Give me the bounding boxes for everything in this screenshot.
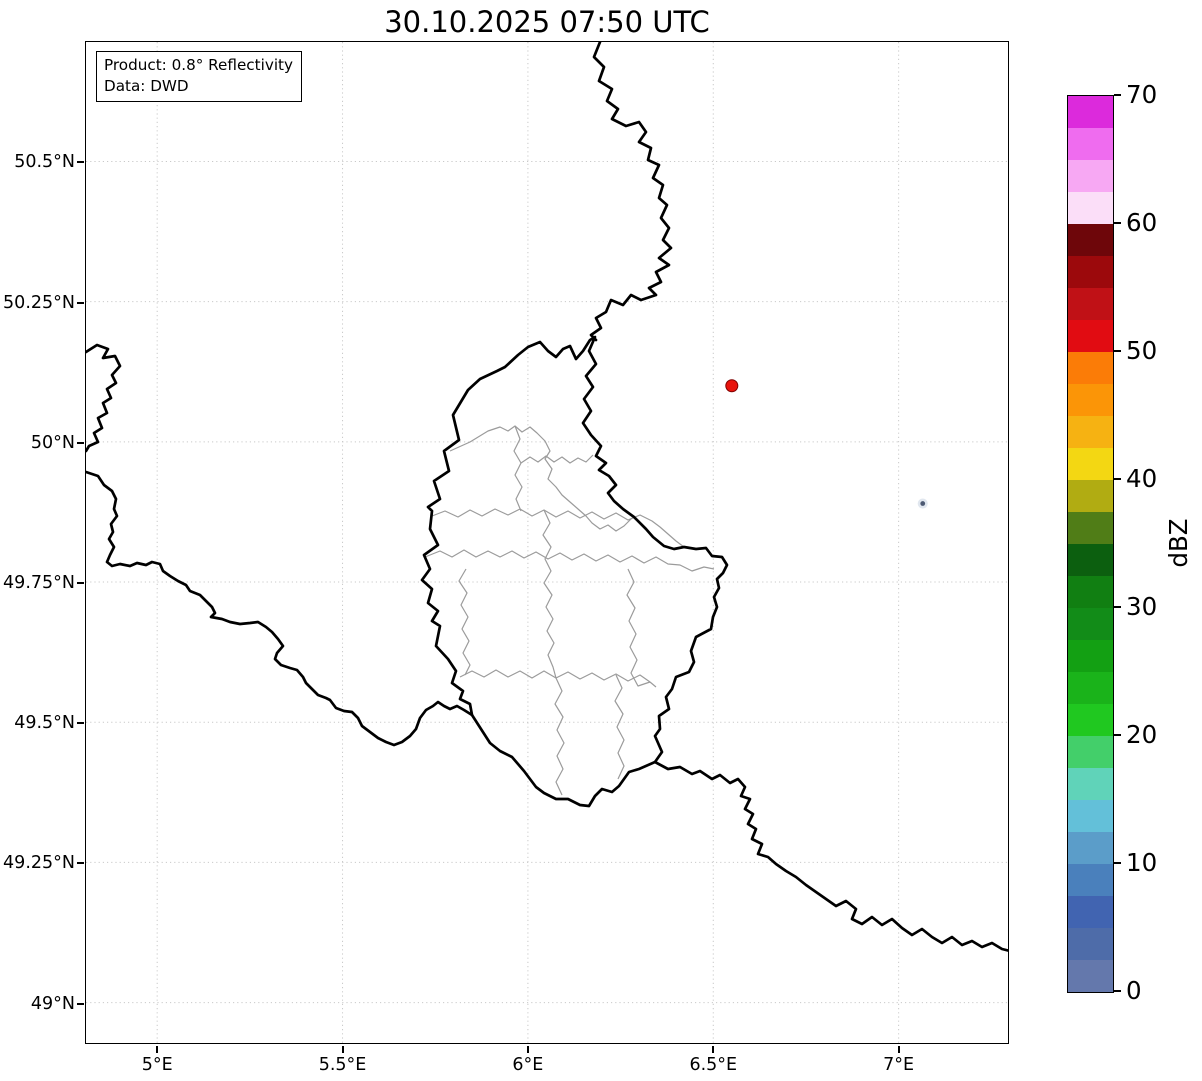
colorbar-segment <box>1068 480 1113 512</box>
y-tick-mark <box>77 722 84 725</box>
colorbar-tick-label: 40 <box>1126 464 1158 493</box>
colorbar-tick-label: 10 <box>1126 848 1158 877</box>
colorbar-segment <box>1068 768 1113 800</box>
colorbar-segment <box>1068 352 1113 384</box>
colorbar-tick-mark <box>1114 862 1121 864</box>
colorbar-tick-label: 0 <box>1126 976 1142 1005</box>
colorbar-tick-mark <box>1114 94 1121 96</box>
x-tick-mark <box>341 1046 344 1053</box>
colorbar-segment <box>1068 640 1113 672</box>
y-tick-mark <box>77 441 84 444</box>
colorbar-tick-mark <box>1114 478 1121 480</box>
x-tick-label: 5.5°E <box>318 1055 367 1075</box>
x-tick-label: 6°E <box>512 1055 544 1075</box>
colorbar-segment <box>1068 128 1113 160</box>
colorbar-segment <box>1068 736 1113 768</box>
graticule-gridlines <box>86 42 1008 1043</box>
x-tick-label: 6.5°E <box>689 1055 738 1075</box>
colorbar-tick-mark <box>1114 222 1121 224</box>
map-markers <box>725 379 928 509</box>
info-box-product-line: Product: 0.8° Reflectivity <box>104 56 293 74</box>
map-canvas <box>86 42 1008 1043</box>
colorbar-segment <box>1068 288 1113 320</box>
y-tick-mark <box>77 582 84 585</box>
colorbar-segment <box>1068 928 1113 960</box>
colorbar-segment <box>1068 608 1113 640</box>
y-tick-label: 49.5°N <box>14 713 75 734</box>
luxembourg-border <box>420 335 729 808</box>
colorbar-segment <box>1068 224 1113 256</box>
colorbar-tick-label: 70 <box>1126 80 1158 109</box>
colorbar-segment <box>1068 192 1113 224</box>
colorbar-segment <box>1068 864 1113 896</box>
luxembourg-canton-borders <box>424 425 715 796</box>
country-borders <box>86 42 1008 952</box>
colorbar-tick-label: 20 <box>1126 720 1158 749</box>
colorbar-segment <box>1068 800 1113 832</box>
x-tick-label: 7°E <box>883 1055 915 1075</box>
y-tick-mark <box>77 862 84 865</box>
figure-title: 30.10.2025 07:50 UTC <box>384 5 710 39</box>
x-tick-mark <box>156 1046 159 1053</box>
colorbar-segment <box>1068 320 1113 352</box>
colorbar-axis-label: dBZ <box>1164 518 1193 568</box>
colorbar-tick-label: 30 <box>1126 592 1158 621</box>
colorbar-segments <box>1068 96 1113 992</box>
colorbar-segment <box>1068 544 1113 576</box>
belgium-germany-border <box>589 42 673 342</box>
y-tick-mark <box>77 161 84 164</box>
radar-site-marker <box>725 379 739 393</box>
colorbar-segment <box>1068 672 1113 704</box>
y-tick-label: 50°N <box>30 432 75 453</box>
y-tick-mark <box>77 301 84 304</box>
radar-echo-pixel <box>920 501 926 506</box>
colorbar-tick-mark <box>1114 350 1121 352</box>
y-tick-label: 50.25°N <box>3 292 75 313</box>
france-belgium-border <box>86 470 474 747</box>
y-tick-label: 49.75°N <box>3 573 75 594</box>
x-tick-label: 5°E <box>141 1055 173 1075</box>
colorbar-segment <box>1068 512 1113 544</box>
colorbar-segment <box>1068 576 1113 608</box>
colorbar <box>1067 95 1114 993</box>
colorbar-segment <box>1068 96 1113 128</box>
colorbar-segment <box>1068 256 1113 288</box>
colorbar-tick-label: 60 <box>1126 208 1158 237</box>
colorbar-segment <box>1068 416 1113 448</box>
colorbar-tick-mark <box>1114 734 1121 736</box>
france-belgium-border-fragment <box>86 343 122 453</box>
colorbar-segment <box>1068 960 1113 992</box>
colorbar-segment <box>1068 896 1113 928</box>
france-germany-border <box>653 760 1008 952</box>
colorbar-segment <box>1068 384 1113 416</box>
colorbar-tick-mark <box>1114 606 1121 608</box>
info-box-data-line: Data: DWD <box>104 76 189 95</box>
info-box: Product: 0.8° Reflectivity Data: DWD <box>96 51 302 102</box>
x-tick-mark <box>526 1046 529 1053</box>
colorbar-tick-mark <box>1114 990 1121 992</box>
colorbar-segment <box>1068 160 1113 192</box>
x-tick-mark <box>712 1046 715 1053</box>
y-tick-label: 49.25°N <box>3 853 75 874</box>
y-tick-mark <box>77 1002 84 1005</box>
colorbar-segment <box>1068 832 1113 864</box>
x-tick-mark <box>897 1046 900 1053</box>
y-tick-label: 50.5°N <box>14 152 75 173</box>
colorbar-segment <box>1068 448 1113 480</box>
colorbar-tick-label: 50 <box>1126 336 1158 365</box>
y-tick-label: 49°N <box>30 993 75 1014</box>
map-plot-area: Product: 0.8° Reflectivity Data: DWD <box>85 41 1009 1044</box>
colorbar-segment <box>1068 704 1113 736</box>
